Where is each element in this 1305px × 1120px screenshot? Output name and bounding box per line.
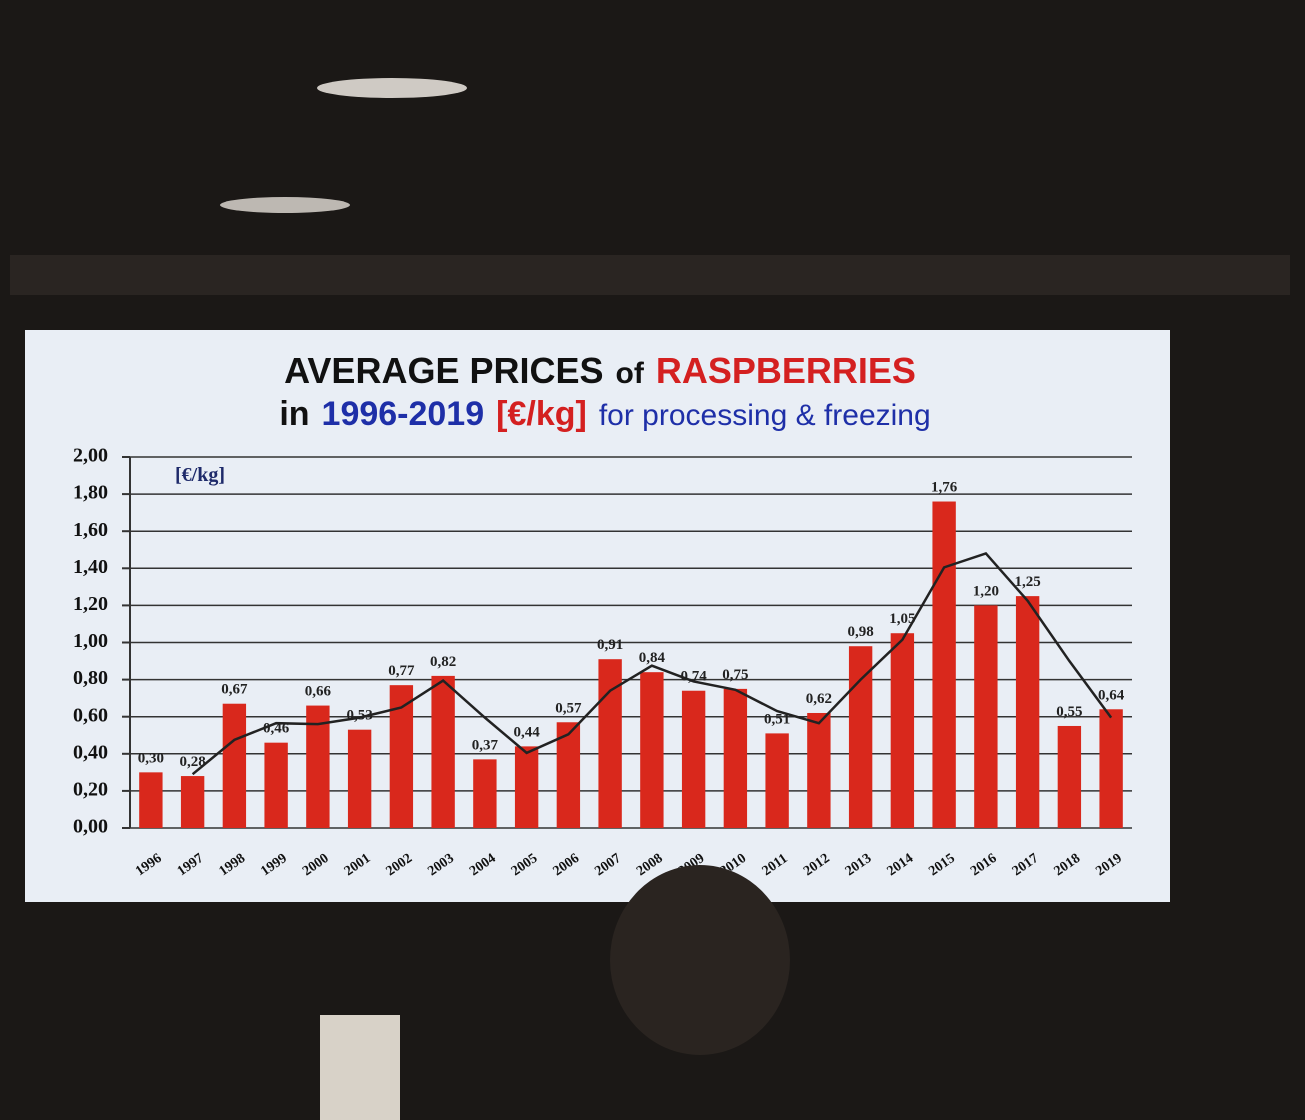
bar (932, 501, 956, 828)
y-tick-label: 2,00 (73, 445, 108, 467)
y-tick-label: 1,00 (73, 630, 108, 652)
bar (556, 722, 581, 828)
bar (264, 742, 288, 828)
bar (389, 685, 414, 828)
value-label: 0,51 (764, 711, 790, 727)
value-label: 0,75 (722, 667, 748, 683)
y-tick-label: 1,80 (73, 482, 108, 504)
bar (974, 605, 998, 828)
trend-line (191, 552, 1113, 776)
value-label: 1,25 (1015, 574, 1041, 590)
bar (514, 746, 539, 828)
value-label: 0,74 (681, 669, 708, 685)
title-part: AVERAGE PRICES (284, 350, 603, 391)
title-part: 1996-2019 (322, 395, 485, 433)
screen-housing (10, 255, 1290, 295)
y-tick-label: 0,00 (73, 816, 108, 838)
bar (180, 776, 205, 828)
value-label: 1,05 (889, 611, 915, 627)
title-line-1: AVERAGE PRICES of RASPBERRIES (284, 350, 916, 391)
value-label: 0,44 (514, 724, 541, 740)
value-label: 0,57 (555, 700, 582, 716)
value-label: 0,66 (305, 684, 332, 700)
bar (765, 733, 789, 828)
value-label: 1,76 (931, 480, 958, 496)
title-part: of (616, 357, 645, 390)
bar (139, 772, 163, 828)
bar (807, 712, 831, 828)
y-tick-label: 0,20 (73, 778, 108, 800)
value-label: 0,91 (597, 637, 623, 653)
value-label: 0,28 (180, 754, 206, 770)
bar (222, 703, 247, 828)
bar (1057, 725, 1082, 828)
bar (306, 705, 330, 828)
value-label: 0,98 (848, 624, 874, 640)
bar (473, 759, 497, 828)
y-tick-label: 1,40 (73, 556, 108, 578)
unit-label: [€/kg] (175, 464, 225, 486)
ceiling-light (220, 197, 350, 213)
bar (640, 672, 664, 828)
y-tick-label: 0,80 (73, 667, 108, 689)
value-label: 0,62 (806, 691, 832, 707)
value-label: 0,30 (138, 750, 164, 766)
value-label: 0,64 (1098, 687, 1125, 703)
y-tick-label: 1,60 (73, 519, 108, 541)
title-part: in (279, 395, 309, 433)
value-label: 1,20 (973, 583, 999, 599)
y-tick-label: 1,20 (73, 593, 108, 615)
bar (681, 690, 706, 828)
value-label: 0,77 (388, 663, 415, 679)
title-part: [€/kg] (496, 395, 587, 433)
cup (320, 1015, 400, 1120)
title-part: for processing & freezing (599, 399, 931, 432)
bar (347, 729, 372, 828)
value-label: 0,55 (1056, 704, 1082, 720)
y-tick-label: 0,60 (73, 704, 108, 726)
value-label: 0,37 (472, 737, 499, 753)
ceiling-light (317, 78, 467, 98)
value-label: 0,84 (639, 650, 666, 666)
bar (1015, 596, 1040, 828)
title-line-2: in 1996-2019 [€/kg] for processing & freezi… (279, 395, 930, 433)
bar (890, 633, 915, 828)
value-label: 0,82 (430, 654, 456, 670)
bar (431, 675, 455, 828)
audience-head (610, 865, 790, 1055)
bar (1099, 709, 1123, 828)
bar (723, 688, 748, 828)
y-tick-label: 0,40 (73, 741, 108, 763)
bar (598, 659, 622, 828)
title-part: RASPBERRIES (656, 350, 916, 391)
value-label: 0,67 (221, 682, 248, 698)
bar (848, 646, 873, 828)
